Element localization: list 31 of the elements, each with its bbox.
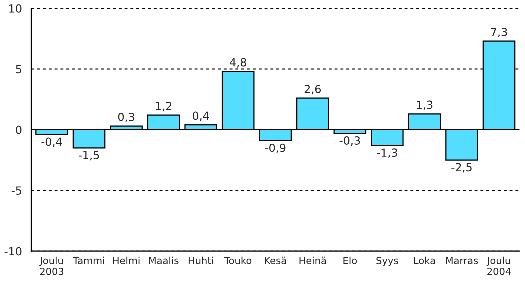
data-label: -1,3 [377, 148, 398, 158]
data-label: 0,3 [118, 112, 134, 122]
y-tick-label: -5 [12, 186, 22, 196]
x-tick-label: Touko [224, 256, 252, 264]
x-tick-label: Elo [344, 256, 358, 264]
data-label: -2,5 [452, 163, 472, 173]
data-label: -0,9 [265, 144, 286, 154]
x-tick-label: Syys [376, 257, 398, 266]
x-tick-label: Joulu 2004 [486, 256, 512, 276]
y-tick-label: 5 [16, 65, 22, 74]
x-tick-label: Heinä [300, 256, 326, 264]
x-tick-label: Kesä [265, 256, 286, 264]
data-label: -1,5 [78, 151, 100, 161]
data-label: 7,3 [491, 28, 508, 38]
data-label: -0,3 [340, 136, 360, 146]
x-tick-label: Helmi [113, 256, 140, 264]
data-label: -0,4 [42, 138, 62, 148]
x-tick-label: Loka [414, 256, 436, 264]
y-tick-label: -10 [4, 247, 22, 256]
data-label: 1,3 [417, 100, 433, 110]
x-tick-label: Marras [446, 257, 478, 264]
data-label: 4,8 [230, 58, 246, 68]
x-tick-label: Joulu 2003 [40, 256, 64, 276]
x-tick-label: Huhti [188, 256, 214, 264]
y-tick-label: 0 [16, 126, 22, 134]
x-tick-label: Tammi [73, 256, 104, 264]
data-label: 0,4 [192, 112, 210, 122]
y-tick-label: 10 [10, 4, 22, 13]
data-label: 2,6 [304, 85, 322, 95]
x-tick-label: Maalis [149, 256, 179, 264]
data-label: 1,2 [156, 102, 172, 112]
